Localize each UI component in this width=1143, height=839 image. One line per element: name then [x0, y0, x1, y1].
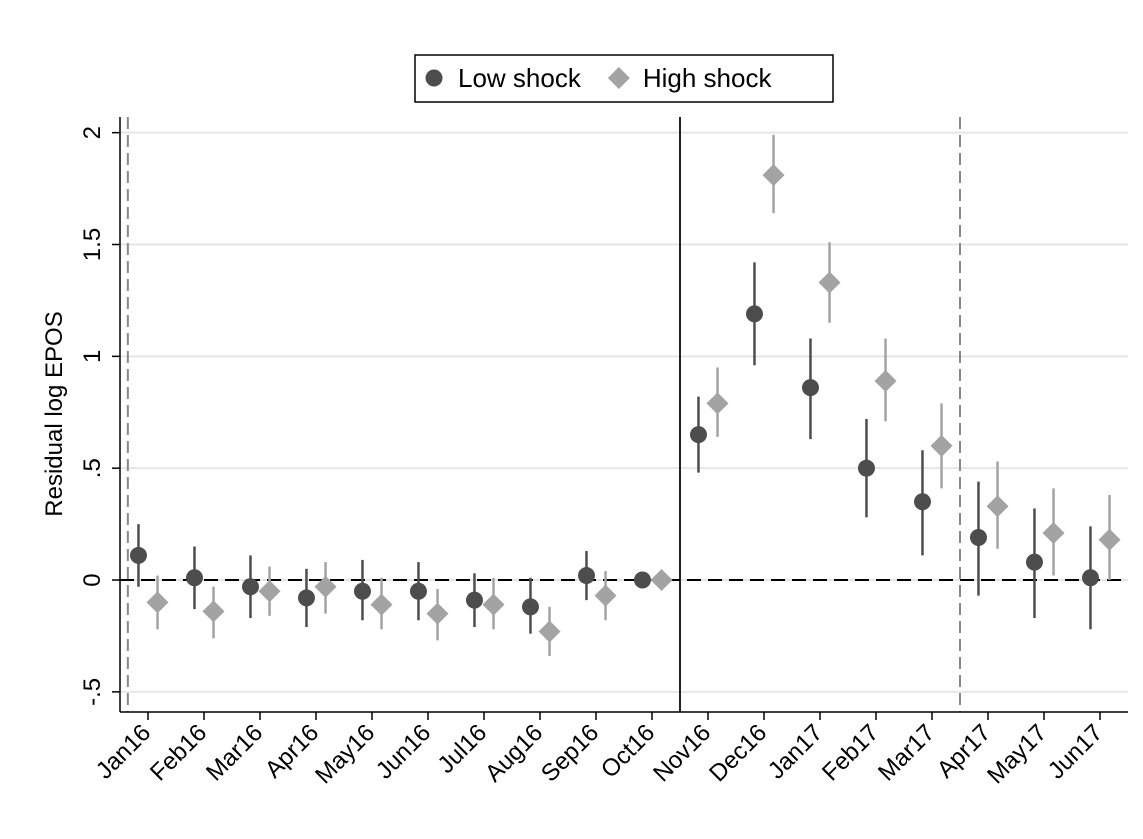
point [633, 571, 651, 589]
point [185, 569, 203, 587]
legend-marker [425, 69, 443, 87]
point [1098, 528, 1121, 551]
point [482, 593, 505, 616]
point [314, 575, 337, 598]
point [913, 493, 931, 511]
legend-label: High shock [643, 63, 773, 93]
point [801, 379, 819, 397]
point [146, 591, 169, 614]
point [202, 600, 225, 623]
point [1042, 522, 1065, 545]
point [409, 582, 427, 600]
point [969, 529, 987, 547]
y-tick-label: 2 [79, 126, 106, 139]
y-axis-label: Residual log EPOS [41, 311, 68, 516]
y-tick-label: 1.5 [79, 228, 106, 261]
y-tick-label: -.5 [79, 678, 106, 706]
point [930, 434, 953, 457]
legend-label: Low shock [458, 63, 582, 93]
legend: Low shock High shock [414, 54, 834, 103]
y-tick-label: .5 [79, 458, 106, 478]
point [857, 459, 875, 477]
point [874, 369, 897, 392]
point [986, 495, 1009, 518]
point [577, 567, 595, 585]
point [745, 305, 763, 323]
point [818, 271, 841, 294]
point [297, 589, 315, 607]
y-tick-label: 0 [79, 573, 106, 586]
point [689, 426, 707, 444]
point [241, 578, 259, 596]
point [370, 593, 393, 616]
point [426, 602, 449, 625]
point [465, 591, 483, 609]
point [650, 569, 673, 592]
point [353, 582, 371, 600]
point [706, 392, 729, 415]
point [129, 546, 147, 564]
point [1081, 569, 1099, 587]
legend-box [414, 54, 834, 103]
legend-marker [607, 67, 630, 89]
point [762, 164, 785, 187]
point [521, 598, 539, 616]
point [538, 620, 561, 643]
point [258, 580, 281, 603]
y-tick-label: 1 [79, 350, 106, 363]
point [1025, 553, 1043, 571]
point [594, 584, 617, 607]
